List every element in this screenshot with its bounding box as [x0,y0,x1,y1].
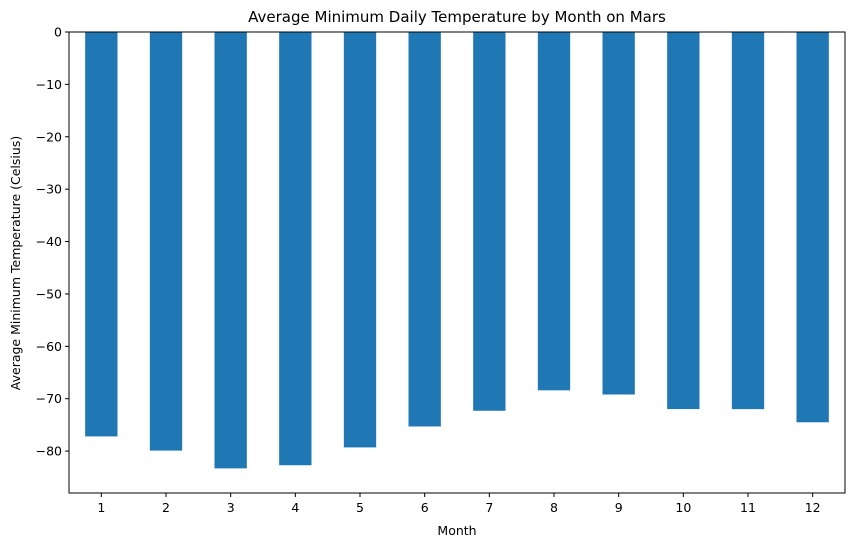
x-tick-label: 11 [740,500,756,515]
y-tick-label: 0 [54,25,62,40]
y-tick-label: −60 [36,339,62,354]
y-tick-label: −10 [36,77,62,92]
bars-group [85,32,829,469]
bar-month-6 [408,32,441,427]
x-tick-label: 10 [675,500,691,515]
bar-month-10 [667,32,700,410]
x-tick-label: 5 [356,500,364,515]
x-tick-label: 12 [805,500,821,515]
y-tick-label: −30 [36,182,62,197]
x-tick-label: 6 [421,500,429,515]
x-axis-title: Month [437,523,476,538]
x-tick-label: 8 [550,500,558,515]
y-axis: 0 −10 −20 −30 −40 −50 −60 −70 −80 [36,25,69,459]
y-tick-label: −40 [36,234,62,249]
plot-frame [68,31,846,494]
bar-month-11 [731,32,765,410]
y-tick-label: −80 [36,444,62,459]
y-tick-label: −70 [36,391,62,406]
bar-month-4 [279,32,312,466]
x-tick-label: 4 [291,500,299,515]
x-tick-label: 3 [227,500,235,515]
bar-month-1 [85,32,118,437]
y-axis-title: Average Minimum Temperature (Celsius) [8,136,23,390]
bar-month-2 [149,32,183,451]
x-tick-label: 1 [97,500,105,515]
bar-month-8 [537,32,571,391]
chart-title: Average Minimum Daily Temperature by Mon… [248,8,666,26]
y-tick-label: −20 [36,129,62,144]
x-tick-label: 9 [615,500,623,515]
y-tick-label: −50 [36,286,62,301]
x-tick-label: 2 [162,500,170,515]
bar-month-3 [214,32,247,469]
bar-month-7 [473,32,506,411]
bar-month-12 [796,32,829,423]
x-axis: 1 2 3 4 5 6 7 8 9 10 11 12 [97,493,821,515]
bar-month-9 [602,32,635,395]
bar-month-5 [343,32,377,448]
x-tick-label: 7 [485,500,493,515]
